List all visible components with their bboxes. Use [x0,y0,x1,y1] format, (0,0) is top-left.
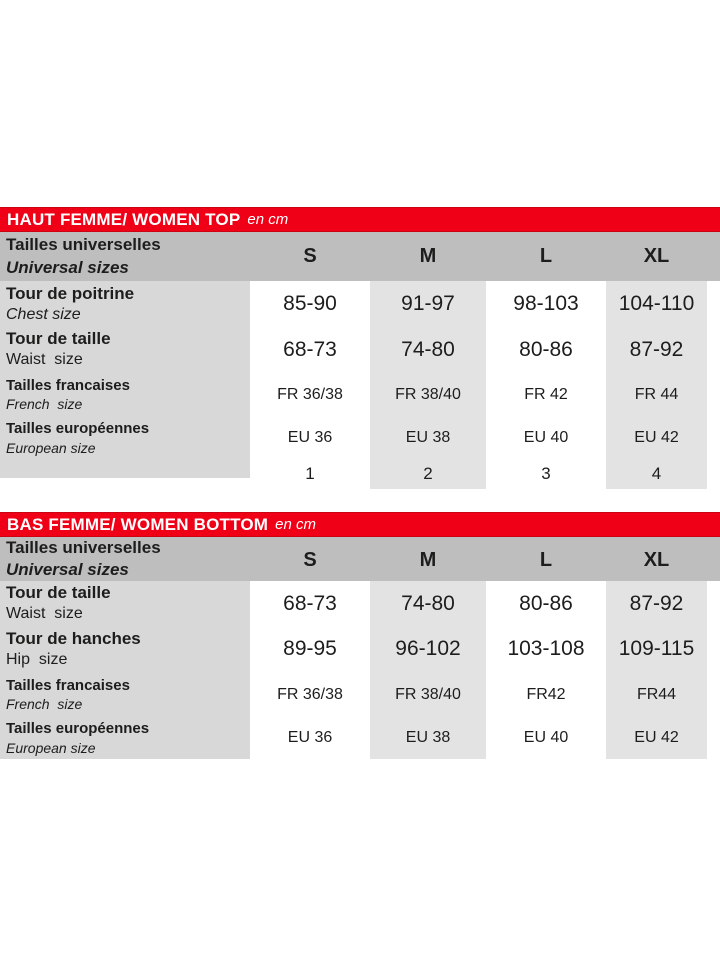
row-label-cell: Tour de taille Waist size [0,581,250,626]
row-label-fr: Tailles francaises [6,676,130,694]
table-row: Tailles francaises French size FR 36/38 FR … [0,672,720,717]
size-column-header-s: S [303,245,317,267]
size-column-header-l: L [539,548,553,571]
row-label-cell: Tailles européennes European size [0,417,250,459]
row-label-fr: Tailles francaises [6,376,130,394]
size-value-cell: 80-86 [488,327,604,372]
row-label-cell: Tour de hanches Hip size [0,626,250,672]
table-row: Tour de taille Waist size 68-73 74-80 80-86 8… [0,581,720,626]
table-row: Tour de poitrine Chest size 85-90 91-97 98-1… [0,281,720,327]
row-label-en: European size [6,739,96,756]
row-label-cell: Tailles francaises French size [0,672,250,717]
row-label-cell: Tour de taille Waist size [0,327,250,372]
size-value-cell: FR44 [606,672,707,717]
size-value-cell: 96-102 [370,626,486,672]
table-row: Tour de taille Waist size 68-73 74-80 80-86 8… [0,327,720,372]
size-table-women-bottom: BAS FEMME/ WOMEN BOTTOM en cm Tailles univ… [0,512,720,759]
row-label-fr: Tailles européennes [6,420,150,438]
size-column-header-xl: XL [643,245,670,267]
size-value-cell: FR 36/38 [252,672,368,717]
table-title: HAUT FEMME/ WOMEN TOP [7,210,241,229]
size-column-header-l: L [539,245,553,267]
size-value-cell: 4 [606,459,707,489]
row-label-en: Waist size [6,605,83,623]
size-value-cell: 109-115 [606,626,707,672]
size-value-cell: FR 44 [606,372,707,417]
header-label-fr: Tailles universelles [6,538,161,557]
size-value-cell: 103-108 [488,626,604,672]
header-label-en: Universal sizes [6,257,129,277]
size-value-cell: FR 38/40 [370,672,486,717]
size-column-header-s: S [303,548,317,571]
size-value-cell: 80-86 [488,581,604,626]
size-value-cell: 104-110 [606,281,707,327]
size-value-cell: EU 42 [606,717,707,759]
size-value-cell: FR 42 [488,372,604,417]
size-value-cell: 91-97 [370,281,486,327]
size-value-cell: 98-103 [488,281,604,327]
row-label-en: Hip size [6,650,68,668]
row-label-en: Waist size [6,351,83,369]
table-title-bar: BAS FEMME/ WOMEN BOTTOM en cm [0,512,720,537]
size-value-cell: EU 38 [370,417,486,459]
size-value-cell: 74-80 [370,327,486,372]
table-unit-label: en cm [275,516,317,533]
row-label-cell: Tour de poitrine Chest size [0,281,250,327]
table-title-bar: HAUT FEMME/ WOMEN TOP en cm [0,207,720,232]
size-value-cell: EU 36 [252,417,368,459]
size-value-cell: EU 42 [606,417,707,459]
universal-sizes-label: Tailles universelles Universal sizes [0,537,250,584]
size-value-cell: 2 [370,459,486,489]
size-column-header-m: M [419,245,437,267]
header-label-fr: Tailles universelles [6,235,161,255]
row-label-cell [0,459,250,489]
size-value-cell: EU 36 [252,717,368,759]
size-value-cell: EU 40 [488,417,604,459]
row-label-fr: Tour de poitrine [6,283,135,303]
size-value-cell: 87-92 [606,581,707,626]
table-header-row: Tailles universelles Universal sizes S M L XL [0,537,720,584]
size-value-cell: FR 38/40 [370,372,486,417]
size-value-cell: 89-95 [252,626,368,672]
size-value-cell: 3 [488,459,604,489]
table-row: Tailles européennes European size EU 36 EU … [0,717,720,759]
row-label-fr: Tailles européennes [6,720,150,738]
size-value-cell: FR42 [488,672,604,717]
size-value-cell: 87-92 [606,327,707,372]
table-header-row: Tailles universelles Universal sizes S M L XL [0,232,720,281]
size-value-cell: EU 40 [488,717,604,759]
header-label-en: Universal sizes [6,560,129,580]
size-value-cell: 74-80 [370,581,486,626]
table-row: Tailles européennes European size EU 36 EU … [0,417,720,459]
row-label-en: French size [6,396,83,413]
row-label-cell: Tailles francaises French size [0,372,250,417]
size-value-cell: EU 38 [370,717,486,759]
size-value-cell: 68-73 [252,581,368,626]
table-title: BAS FEMME/ WOMEN BOTTOM [7,515,269,534]
row-label-fr: Tour de taille [6,583,111,603]
size-value-cell: 68-73 [252,327,368,372]
size-value-cell: 85-90 [252,281,368,327]
size-table-women-top: HAUT FEMME/ WOMEN TOP en cm Tailles univer… [0,207,720,489]
size-value-cell: FR 36/38 [252,372,368,417]
table-row: Tailles francaises French size FR 36/38 FR … [0,372,720,417]
row-label-fr: Tour de taille [6,329,111,349]
row-label-en: European size [6,439,96,456]
table-unit-label: en cm [247,211,289,228]
row-label-fr: Tour de hanches [6,628,141,648]
size-column-header-m: M [419,548,437,571]
row-label-cell: Tailles européennes European size [0,717,250,759]
table-row: Tour de hanches Hip size 89-95 96-102 103-10… [0,626,720,672]
row-label-en: French size [6,696,83,713]
size-column-header-xl: XL [643,548,670,571]
universal-sizes-label: Tailles universelles Universal sizes [0,232,250,281]
row-label-en: Chest size [6,305,81,323]
size-value-cell: 1 [252,459,368,489]
